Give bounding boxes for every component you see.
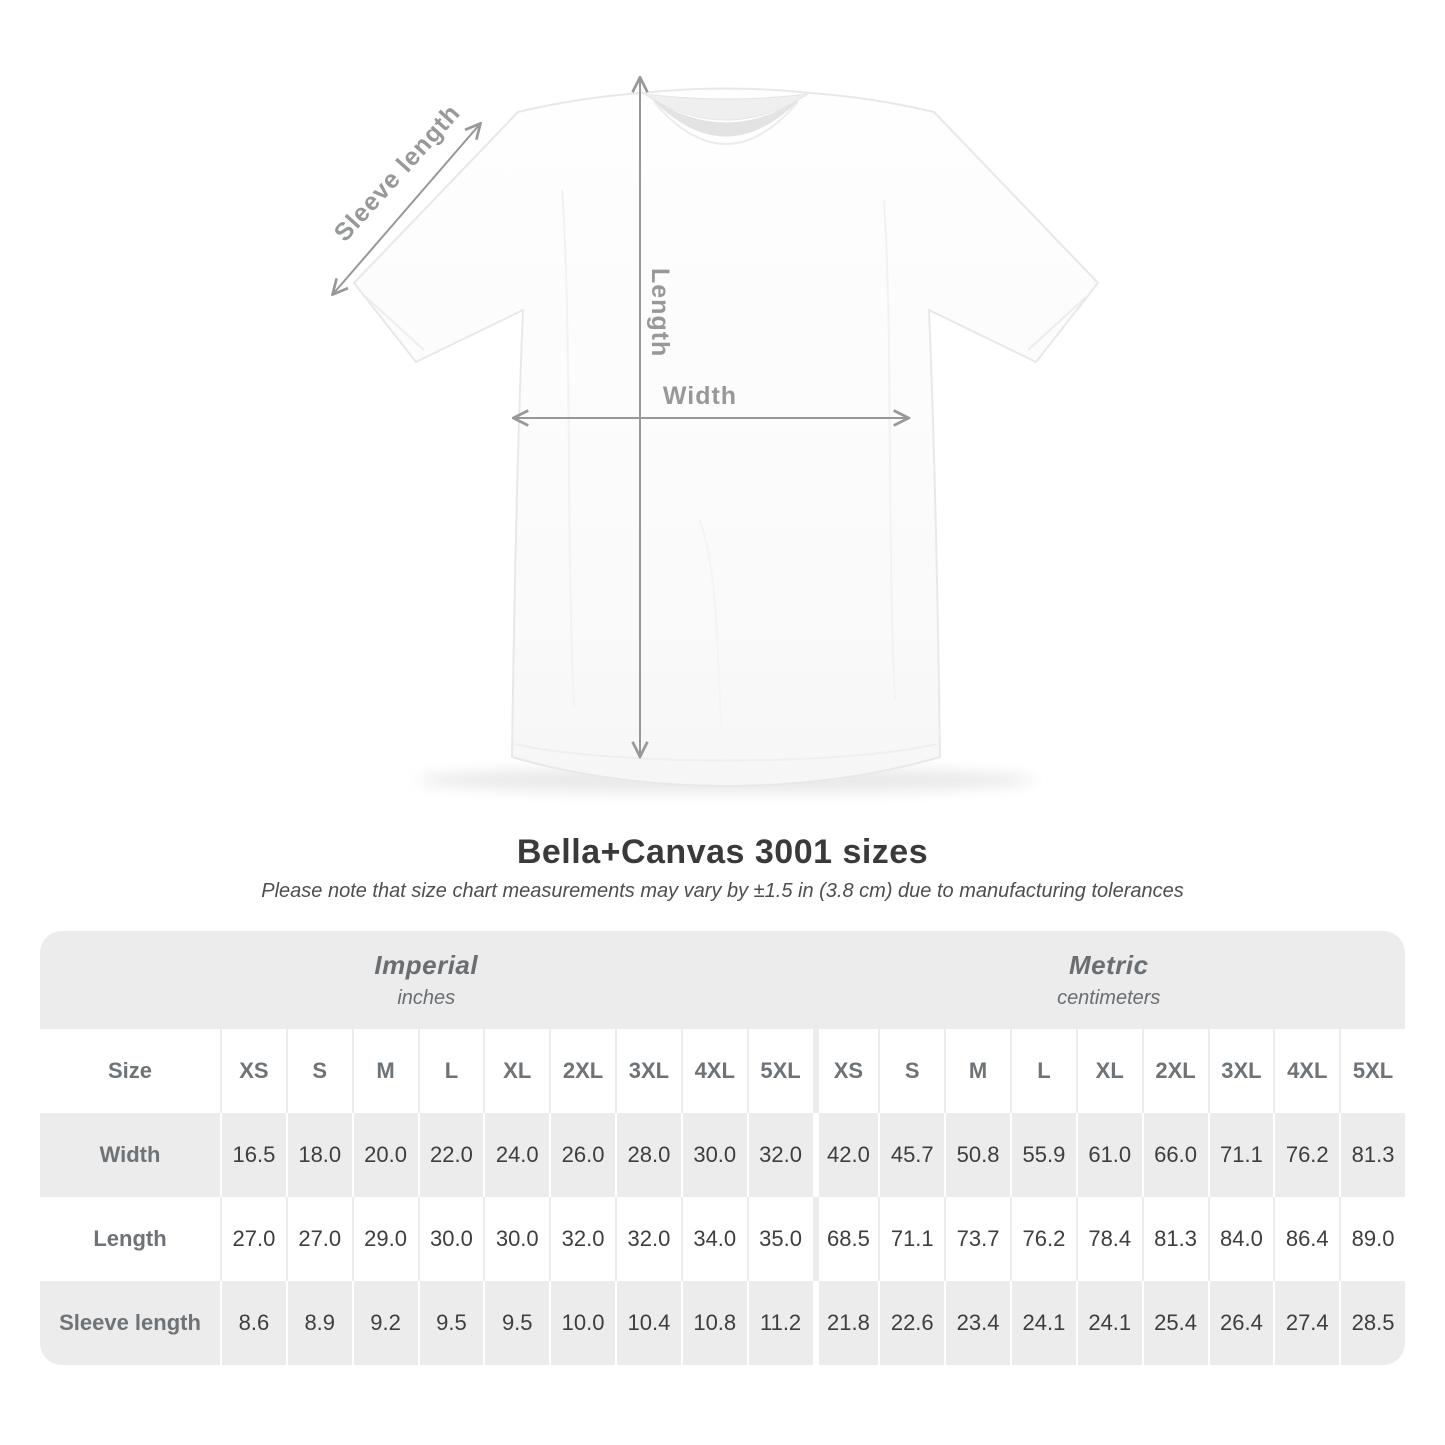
size-column-header-metric-m: M [944,1029,1010,1113]
size-value-cell: 28.5 [1339,1281,1405,1365]
size-value-cell: 11.2 [746,1281,813,1365]
size-column-header-metric-3xl: 3XL [1207,1029,1274,1113]
size-value-cell: 78.4 [1075,1197,1142,1281]
size-value-cell: 32.0 [549,1197,615,1281]
size-value-cell: 86.4 [1273,1197,1340,1281]
size-value-cell: 24.1 [1010,1281,1076,1365]
size-value-cell: 34.0 [680,1197,747,1281]
size-value-cell: 9.2 [351,1281,418,1365]
size-column-header-imperial-xs: XS [220,1029,286,1113]
size-column-header-metric-4xl: 4XL [1273,1029,1340,1113]
size-value-cell: 28.0 [615,1113,681,1197]
size-value-cell: 71.1 [1207,1113,1274,1197]
size-value-cell: 27.4 [1273,1281,1340,1365]
size-column-header-imperial-s: S [285,1029,352,1113]
imperial-section-unit: inches [397,987,456,1009]
tshirt-measurement-diagram: Sleeve length Length Width [329,0,1099,793]
size-value-cell: 76.2 [1273,1113,1340,1197]
sleeve-length-arrow [333,124,480,294]
width-label: Width [663,382,737,410]
size-value-cell: 16.5 [220,1113,286,1197]
size-value-cell: 68.5 [812,1197,879,1281]
measurement-row-label: Length [40,1197,220,1281]
size-column-header-imperial-3xl: 3XL [615,1029,681,1113]
size-value-cell: 76.2 [1010,1197,1076,1281]
metric-section-title: Metric [1068,950,1149,980]
size-value-cell: 24.0 [483,1113,550,1197]
size-column-header-imperial-4xl: 4XL [680,1029,747,1113]
size-value-cell: 29.0 [351,1197,418,1281]
size-column-header-imperial-m: M [351,1029,418,1113]
size-value-cell: 35.0 [746,1197,813,1281]
size-column-header-metric-2xl: 2XL [1141,1029,1208,1113]
size-value-cell: 8.9 [285,1281,352,1365]
metric-section-unit: centimeters [1057,987,1161,1009]
length-label: Length [646,268,674,357]
size-value-cell: 30.0 [417,1197,484,1281]
size-value-cell: 30.0 [680,1113,747,1197]
size-value-cell: 84.0 [1207,1197,1274,1281]
size-value-cell: 81.3 [1141,1197,1208,1281]
size-column-header-metric-xl: XL [1075,1029,1142,1113]
size-value-cell: 10.0 [549,1281,615,1365]
tshirt-diagram-svg: Sleeve length Length Width [329,0,1099,793]
size-value-cell: 22.6 [878,1281,945,1365]
size-value-cell: 73.7 [944,1197,1010,1281]
size-value-cell: 25.4 [1141,1281,1208,1365]
size-value-cell: 9.5 [417,1281,484,1365]
size-value-cell: 9.5 [483,1281,550,1365]
size-value-cell: 61.0 [1075,1113,1142,1197]
size-value-cell: 22.0 [417,1113,484,1197]
measurement-row-label: Width [40,1113,220,1197]
size-value-cell: 10.4 [615,1281,681,1365]
size-value-cell: 89.0 [1339,1197,1405,1281]
size-column-header-metric-l: L [1010,1029,1076,1113]
size-value-cell: 10.8 [680,1281,747,1365]
size-column-header-metric-s: S [878,1029,945,1113]
size-value-cell: 27.0 [285,1197,352,1281]
size-column-header-imperial-l: L [417,1029,484,1113]
size-value-cell: 26.0 [549,1113,615,1197]
size-value-cell: 66.0 [1141,1113,1208,1197]
page-title: Bella+Canvas 3001 sizes [516,833,929,871]
size-value-cell: 20.0 [351,1113,418,1197]
size-value-cell: 21.8 [812,1281,879,1365]
measurement-row-label: Sleeve length [40,1281,220,1365]
size-value-cell: 71.1 [878,1197,945,1281]
size-value-cell: 50.8 [944,1113,1010,1197]
size-table: Imperial inches Metric centimeters Size X… [40,931,1405,1365]
size-value-cell: 30.0 [483,1197,550,1281]
size-value-cell: 26.4 [1207,1281,1274,1365]
size-value-cell: 32.0 [746,1113,813,1197]
size-column-header-metric-5xl: 5XL [1339,1029,1405,1113]
size-row-header: Size [40,1029,220,1113]
size-value-cell: 27.0 [220,1197,286,1281]
size-value-cell: 32.0 [615,1197,681,1281]
size-value-cell: 45.7 [878,1113,945,1197]
size-column-header-imperial-2xl: 2XL [549,1029,615,1113]
size-value-cell: 42.0 [812,1113,879,1197]
size-value-cell: 24.1 [1075,1281,1142,1365]
size-value-cell: 8.6 [220,1281,286,1365]
size-column-header-imperial-5xl: 5XL [746,1029,813,1113]
tshirt-graphic [353,87,1099,787]
size-value-cell: 81.3 [1339,1113,1405,1197]
imperial-section-header: Imperial inches [40,931,813,1029]
size-value-cell: 23.4 [944,1281,1010,1365]
metric-section-header: Metric centimeters [812,931,1405,1029]
size-column-header-imperial-xl: XL [483,1029,550,1113]
tolerance-note: Please note that size chart measurements… [261,880,1184,902]
imperial-section-title: Imperial [374,950,479,980]
size-column-header-metric-xs: XS [812,1029,879,1113]
size-value-cell: 18.0 [285,1113,352,1197]
size-value-cell: 55.9 [1010,1113,1076,1197]
